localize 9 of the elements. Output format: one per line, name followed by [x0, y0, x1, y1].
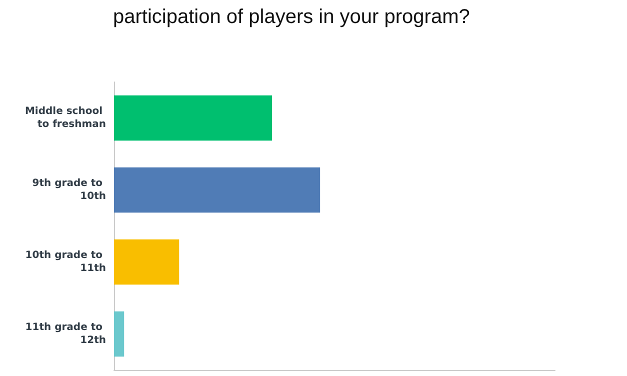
chart-title: participation of players in your program?	[113, 6, 470, 28]
y-tick-label: 11th grade to 12th	[25, 322, 106, 346]
bar	[114, 95, 272, 141]
y-tick-label: 9th grade to 10th	[32, 178, 106, 202]
y-tick-label: Middle school to freshman	[24, 106, 106, 130]
bar	[114, 167, 320, 213]
bar	[114, 239, 180, 285]
y-tick-label: 10th grade to 11th	[25, 250, 106, 274]
bar	[114, 311, 124, 357]
